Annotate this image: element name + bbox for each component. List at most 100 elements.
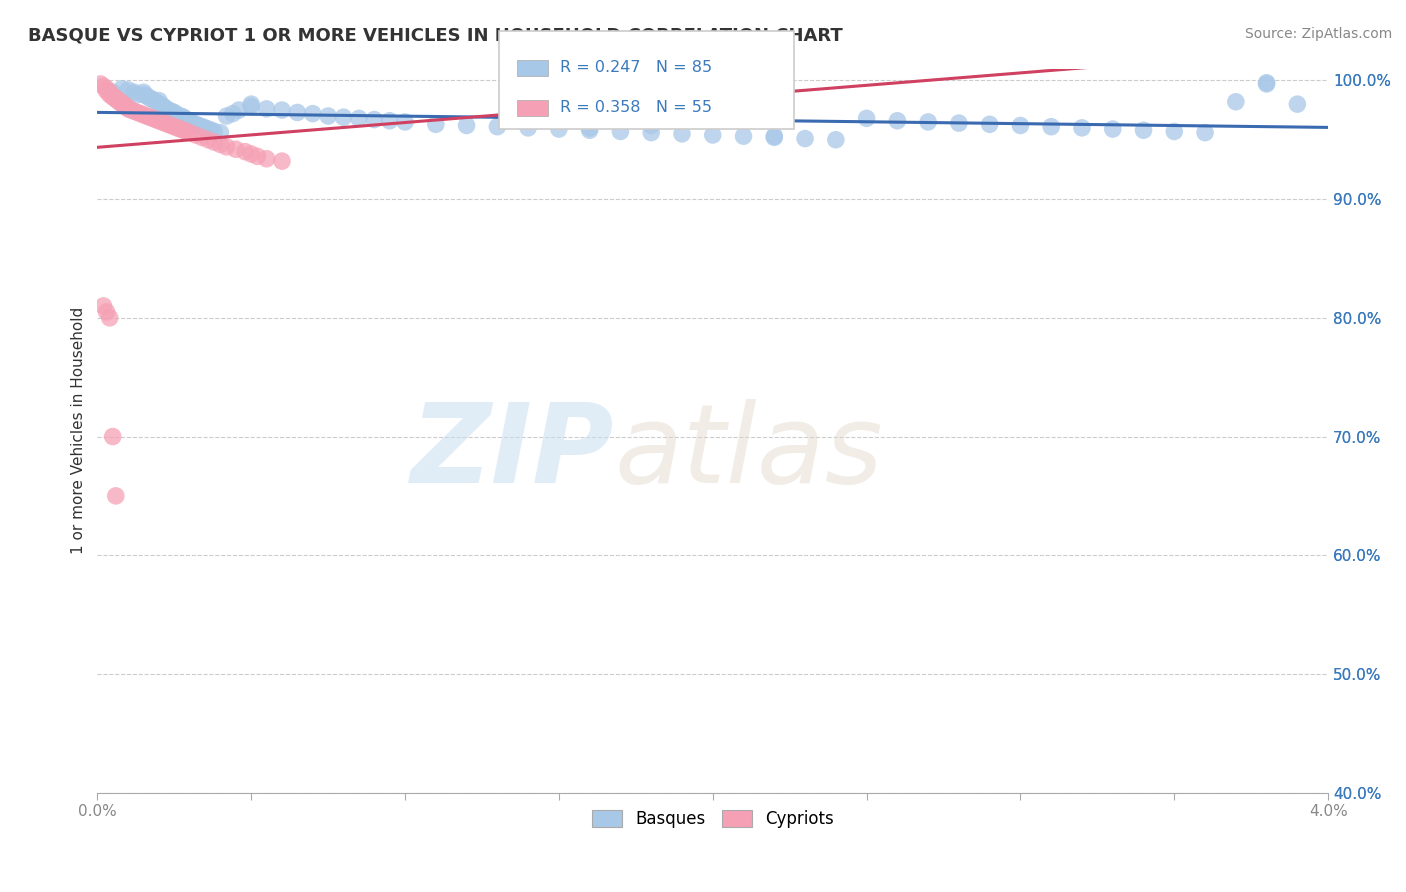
Point: [111, 97, 134, 112]
Point: [246, 149, 269, 163]
Point: [93, 299, 115, 313]
Point: [166, 108, 188, 122]
Point: [640, 126, 662, 140]
Point: [127, 105, 149, 120]
Point: [271, 103, 294, 117]
Point: [194, 120, 217, 135]
Point: [332, 110, 354, 124]
Point: [456, 119, 478, 133]
Point: [138, 91, 160, 105]
Point: [160, 119, 183, 133]
Point: [347, 112, 370, 126]
Point: [1010, 119, 1032, 133]
Point: [96, 81, 118, 95]
Point: [640, 119, 662, 133]
Point: [202, 135, 225, 149]
Y-axis label: 1 or more Vehicles in Household: 1 or more Vehicles in Household: [72, 307, 86, 554]
Point: [240, 97, 263, 112]
Point: [166, 120, 188, 135]
Point: [240, 99, 263, 113]
Point: [150, 98, 173, 112]
Point: [197, 122, 219, 136]
Point: [153, 102, 176, 116]
Point: [225, 142, 247, 156]
Point: [363, 112, 385, 127]
Text: Source: ZipAtlas.com: Source: ZipAtlas.com: [1244, 27, 1392, 41]
Legend: Basques, Cypriots: Basques, Cypriots: [585, 804, 841, 835]
Point: [1101, 122, 1123, 136]
Point: [285, 105, 308, 120]
Point: [191, 120, 214, 134]
Point: [301, 106, 323, 120]
Point: [114, 99, 136, 113]
Point: [138, 110, 160, 124]
Point: [240, 147, 263, 161]
Point: [153, 101, 176, 115]
Point: [486, 120, 509, 134]
Point: [142, 112, 165, 126]
Text: R = 0.247   N = 85: R = 0.247 N = 85: [560, 61, 711, 75]
Point: [173, 110, 195, 124]
Point: [1071, 120, 1094, 135]
Point: [763, 130, 786, 145]
Point: [215, 109, 238, 123]
Point: [209, 137, 232, 152]
Point: [1132, 123, 1154, 137]
Point: [96, 84, 118, 98]
Point: [101, 429, 124, 443]
Point: [378, 113, 401, 128]
Point: [145, 112, 167, 127]
Point: [104, 91, 127, 105]
Point: [179, 126, 201, 140]
Text: atlas: atlas: [614, 399, 883, 506]
Point: [148, 94, 170, 108]
Point: [129, 106, 152, 120]
Point: [117, 83, 139, 97]
Point: [609, 124, 631, 138]
Point: [169, 122, 191, 136]
Point: [104, 489, 127, 503]
Point: [702, 128, 724, 142]
Point: [124, 85, 146, 99]
Point: [222, 106, 245, 120]
Point: [157, 103, 180, 117]
Point: [200, 123, 222, 137]
Point: [132, 108, 155, 122]
Point: [256, 102, 278, 116]
Point: [163, 105, 186, 120]
Point: [150, 99, 173, 113]
Point: [187, 119, 209, 133]
Point: [917, 115, 939, 129]
Point: [1225, 95, 1247, 109]
Point: [517, 120, 540, 135]
Point: [101, 88, 124, 103]
Point: [855, 112, 877, 126]
Point: [160, 104, 183, 119]
Point: [153, 116, 176, 130]
Point: [135, 109, 157, 123]
Point: [157, 117, 180, 131]
Point: [824, 133, 846, 147]
Point: [886, 113, 908, 128]
Point: [163, 120, 186, 134]
Text: R = 0.358   N = 55: R = 0.358 N = 55: [560, 101, 711, 115]
Point: [117, 101, 139, 115]
Point: [548, 122, 571, 136]
Point: [425, 117, 447, 131]
Point: [197, 133, 219, 147]
Point: [114, 98, 136, 112]
Point: [733, 129, 755, 144]
Point: [1163, 124, 1185, 138]
Point: [209, 126, 232, 140]
Point: [794, 131, 817, 145]
Point: [184, 128, 207, 142]
Point: [111, 95, 134, 110]
Point: [104, 92, 127, 106]
Point: [1286, 97, 1309, 112]
Point: [111, 81, 134, 95]
Point: [120, 103, 142, 117]
Point: [1194, 126, 1216, 140]
Point: [98, 85, 121, 99]
Point: [256, 152, 278, 166]
Point: [271, 154, 294, 169]
